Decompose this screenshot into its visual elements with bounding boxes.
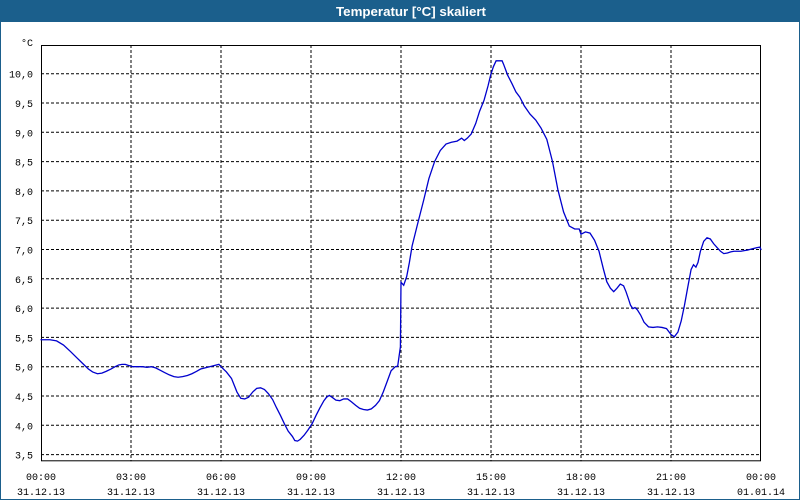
- svg-text:4,5: 4,5: [15, 393, 33, 404]
- svg-text:31.12.13: 31.12.13: [287, 488, 335, 499]
- svg-text:10,0: 10,0: [9, 71, 33, 82]
- svg-text:6,0: 6,0: [15, 305, 33, 316]
- svg-text:31.12.13: 31.12.13: [467, 488, 515, 499]
- svg-text:01.01.14: 01.01.14: [737, 488, 785, 499]
- svg-text:8,5: 8,5: [15, 159, 33, 170]
- svg-text:31.12.13: 31.12.13: [557, 488, 605, 499]
- svg-text:12:00: 12:00: [386, 473, 416, 484]
- svg-text:31.12.13: 31.12.13: [377, 488, 425, 499]
- svg-text:31.12.13: 31.12.13: [197, 488, 245, 499]
- svg-text:03:00: 03:00: [116, 473, 146, 484]
- svg-text:5,0: 5,0: [15, 364, 33, 375]
- svg-text:00:00: 00:00: [746, 473, 776, 484]
- svg-text:9,5: 9,5: [15, 100, 33, 111]
- svg-text:°C: °C: [21, 38, 33, 50]
- svg-text:31.12.13: 31.12.13: [107, 488, 155, 499]
- svg-text:18:00: 18:00: [566, 473, 596, 484]
- svg-text:09:00: 09:00: [296, 473, 326, 484]
- svg-text:3,5: 3,5: [15, 452, 33, 463]
- svg-text:7,0: 7,0: [15, 247, 33, 258]
- svg-text:5,5: 5,5: [15, 334, 33, 345]
- svg-text:4,0: 4,0: [15, 422, 33, 433]
- svg-text:06:00: 06:00: [206, 473, 236, 484]
- svg-text:9,0: 9,0: [15, 129, 33, 140]
- svg-text:00:00: 00:00: [26, 473, 56, 484]
- svg-text:6,5: 6,5: [15, 276, 33, 287]
- svg-text:31.12.13: 31.12.13: [647, 488, 695, 499]
- svg-text:21:00: 21:00: [656, 473, 686, 484]
- svg-text:7,5: 7,5: [15, 217, 33, 228]
- svg-text:8,0: 8,0: [15, 188, 33, 199]
- svg-text:31.12.13: 31.12.13: [17, 488, 65, 499]
- svg-text:15:00: 15:00: [476, 473, 506, 484]
